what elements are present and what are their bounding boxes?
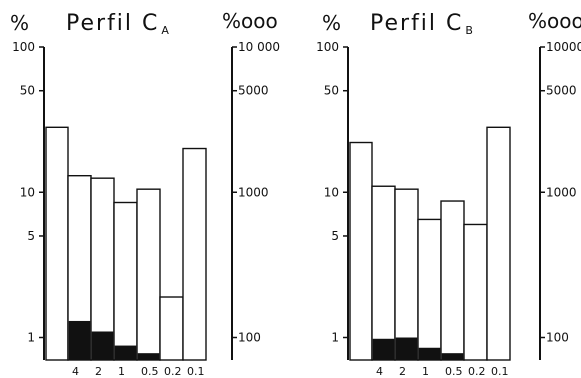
left-tick-label: 10 [20,185,35,199]
category-label: 0.5 [445,365,463,378]
right-tick-label: 5000 [546,84,577,98]
bar-total [371,185,396,361]
right-tick-label: 5000 [238,84,269,98]
bar-total [182,147,207,361]
bar-filled [418,347,441,360]
right-tick-label: 10 000 [238,40,280,54]
category-label: 2 [399,365,406,378]
left-tick-label: 100 [12,40,35,54]
category-label: 1 [422,365,429,378]
left-tick-label: 50 [324,84,339,98]
bar-total [440,200,465,361]
right-tick-label: 1000 [546,185,577,199]
bar-total [417,218,442,361]
bar-filled [68,320,91,360]
bar-unlabeled [349,141,373,361]
left-tick-label: 10 [324,185,339,199]
right-tick-label: 1000 [238,185,269,199]
left-tick-label: 5 [27,229,35,243]
bar-filled [372,338,395,360]
left-tick-label: 1 [331,331,339,345]
category-label: 1 [118,365,125,378]
bar-filled [137,353,160,360]
left-tick-label: 100 [316,40,339,54]
bar-unlabeled [45,126,69,361]
right-tick-label: 10000 [546,40,581,54]
bar-filled [114,345,137,360]
right-tick-label: 100 [238,331,261,345]
category-label: 0.5 [141,365,159,378]
bar-total [159,296,184,361]
category-label: 2 [95,365,102,378]
right-axis-unit: %ooo [222,9,278,33]
left-tick-label: 5 [331,229,339,243]
category-label: 4 [72,365,79,378]
bar-filled [441,353,464,360]
bar-total [486,126,511,361]
left-axis-unit: % [322,11,341,35]
chart-title-subscript: A [161,24,171,37]
bar-total [394,188,419,361]
bar-filled [395,337,418,360]
category-label: 0.2 [468,365,486,378]
bar-filled [91,331,114,360]
category-label: 0.1 [187,365,205,378]
left-axis-unit: % [10,11,29,35]
right-tick-label: 100 [546,331,569,345]
chart-panel-b: Perfil C B% %ooo 100 50 10 5 1 10000 5000 1000 100 4… [316,9,581,378]
bar-total [113,201,138,361]
category-label: 0.1 [491,365,509,378]
right-axis-unit: %ooo [528,9,581,33]
category-label: 4 [376,365,383,378]
left-tick-label: 50 [20,84,35,98]
chart-title-subscript: B [465,24,475,37]
chart-panel-a: Perfil C A% %ooo 100 50 10 5 1 10 000 5000 1000 100… [10,9,280,378]
bar-total [463,223,488,361]
left-tick-label: 1 [27,331,35,345]
category-label: 0.2 [164,365,182,378]
bar-total [136,188,161,361]
